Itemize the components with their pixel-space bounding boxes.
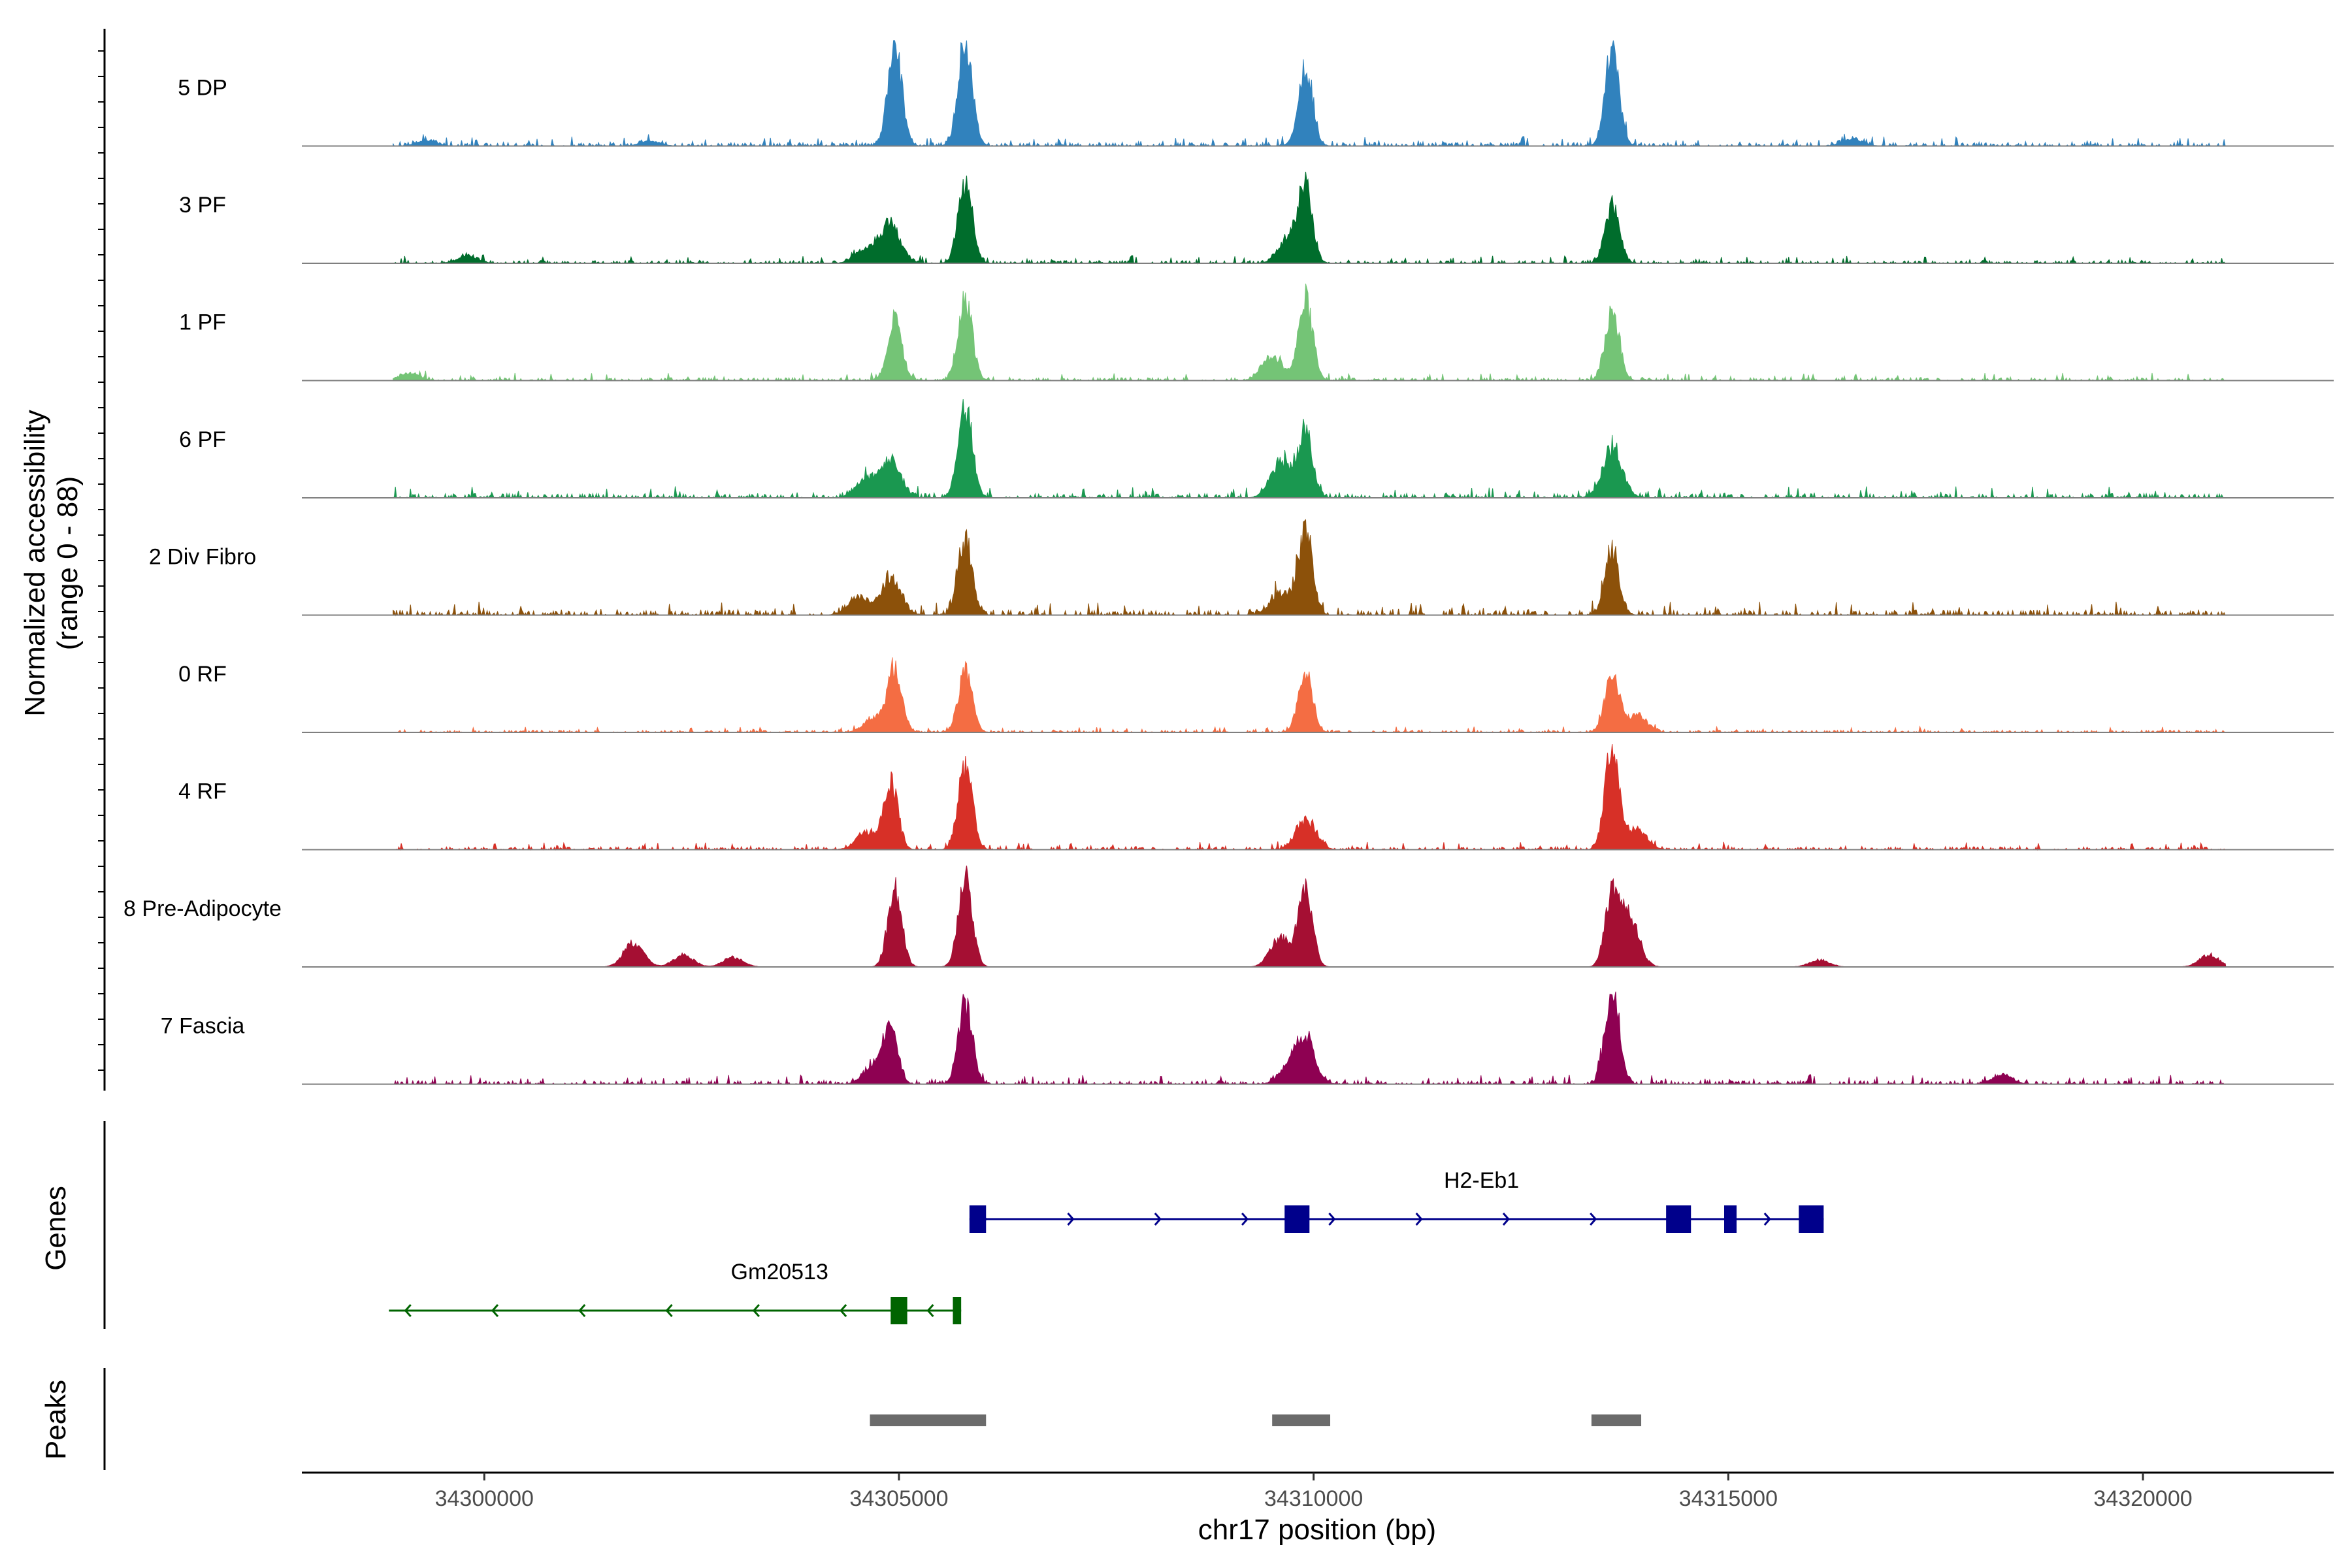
track-label: 4 RF [178,779,227,804]
coverage-axis [98,29,106,1091]
peak-region [1272,1414,1331,1426]
track-label: 5 DP [178,76,227,101]
coverage-area [393,519,2226,617]
track-6-pf: 6 PF [179,399,2334,499]
genes-panel-label: Genes [40,1186,72,1271]
track-5-dp: 5 DP [178,40,2334,148]
coverage-area [393,657,2226,734]
strand-arrow [1502,1213,1510,1226]
exon [969,1205,987,1233]
x-tick-label: 34300000 [435,1486,534,1511]
strand-arrow [1763,1213,1771,1226]
track-label: 0 RF [178,662,227,687]
y-axis-label: Normalized accessibility [19,410,51,716]
strand-arrow [1590,1213,1597,1226]
coverage-area [393,399,2226,499]
peak-region [870,1414,987,1426]
y-axis-label-range: (range 0 - 88) [52,476,84,651]
exon [890,1297,907,1324]
strand-arrow [578,1304,586,1317]
gene-annotations: H2-Eb1 Gm20513 [389,1168,1824,1324]
strand-arrow [1415,1213,1423,1226]
track-2-div-fibro: 2 Div Fibro [149,519,2334,617]
track-label: 1 PF [179,310,226,335]
strand-arrow [840,1304,847,1317]
coverage-area [393,171,2226,265]
coverage-area [393,40,2226,148]
gene-label: Gm20513 [731,1260,828,1284]
strand-arrow [665,1304,673,1317]
strand-arrow [1241,1213,1249,1226]
strand-arrow [926,1304,934,1317]
track-label: 8 Pre-Adipocyte [123,896,282,921]
track-4-rf: 4 RF [178,743,2334,851]
coverage-area [393,284,2226,382]
strand-arrow [752,1304,760,1317]
track-7-fascia: 7 Fascia [161,991,2334,1086]
exon [1799,1205,1824,1233]
peak-region [1591,1414,1642,1426]
gene-h2-eb1: H2-Eb1 [969,1168,1824,1233]
exon [1666,1205,1691,1233]
strand-arrow [1154,1213,1162,1226]
x-tick-label: 34315000 [1679,1486,1778,1511]
track-label: 3 PF [179,193,226,218]
coverage-area [393,865,2227,968]
x-tick-label: 34310000 [1264,1486,1363,1511]
track-3-pf: 3 PF [179,171,2334,265]
track-1-pf: 1 PF [179,284,2334,382]
gene-label: H2-Eb1 [1444,1168,1519,1193]
strand-arrow [491,1304,499,1317]
track-label: 6 PF [179,427,226,452]
exon [1724,1205,1737,1233]
coverage-area [393,991,2227,1086]
track-label: 2 Div Fibro [149,545,256,570]
exon [1284,1205,1310,1233]
strand-arrow [404,1304,412,1317]
strand-arrow [1067,1213,1075,1226]
x-tick-label: 34305000 [849,1486,948,1511]
track-label: 7 Fascia [161,1014,245,1039]
peak-regions [870,1414,1642,1426]
track-8-pre-adipocyte: 8 Pre-Adipocyte [123,865,2334,968]
coverage-tracks: 5 DP 3 PF 1 PF 6 PF 2 Div Fibro 0 RF 4 RF 8 Pre… [123,40,2334,1086]
peaks-panel-label: Peaks [40,1380,72,1460]
track-0-rf: 0 RF [178,657,2334,734]
strand-arrow [1328,1213,1336,1226]
exon [953,1297,962,1324]
gene-gm20513: Gm20513 [389,1260,962,1324]
x-axis-label: chr17 position (bp) [1198,1514,1436,1546]
coverage-area [393,743,2226,851]
x-axis-ticks: 34300000 34305000 34310000 34315000 34320000 [435,1473,2193,1511]
x-tick-label: 34320000 [2093,1486,2192,1511]
